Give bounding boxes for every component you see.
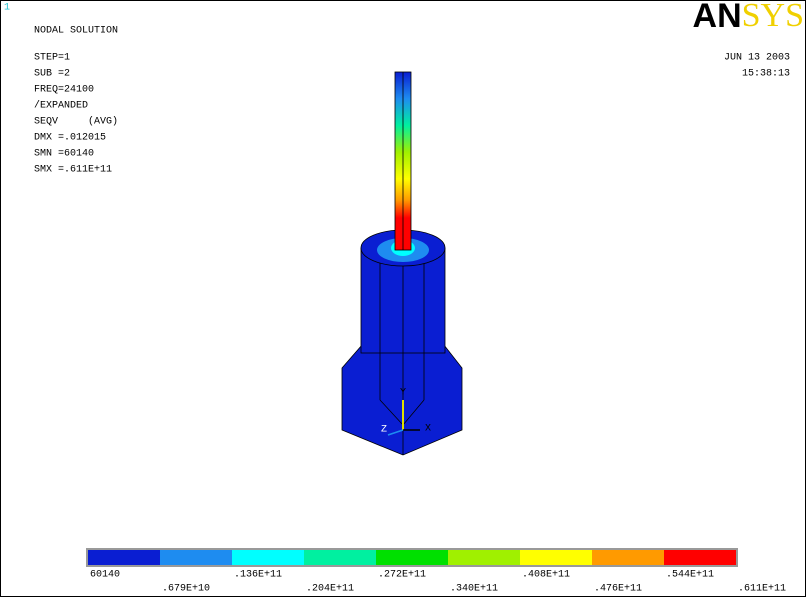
legend-swatch xyxy=(520,550,592,565)
time: 15:38:13 xyxy=(742,69,790,80)
legend-label: .611E+11 xyxy=(738,584,786,595)
legend-label: .136E+11 xyxy=(234,570,282,581)
legend-label: 60140 xyxy=(90,570,120,581)
triad-z: Z xyxy=(381,425,387,436)
legend-swatch xyxy=(592,550,664,565)
logo-right: SYS xyxy=(742,0,804,34)
page: 1 AN SYS JUN 13 2003 15:38:13 Y Z X NODA… xyxy=(0,0,806,597)
info-line: SMX =.611E+11 xyxy=(34,165,112,176)
info-line: DMX =.012015 xyxy=(34,133,106,144)
legend-swatch xyxy=(448,550,520,565)
ansys-window: 1 AN SYS JUN 13 2003 15:38:13 Y Z X NODA… xyxy=(0,0,806,597)
legend-swatch xyxy=(664,550,736,565)
legend-swatch xyxy=(160,550,232,565)
date: JUN 13 2003 xyxy=(724,53,790,64)
info-line: SUB =2 xyxy=(34,69,70,80)
info-line: NODAL SOLUTION xyxy=(34,26,118,37)
legend-label: .544E+11 xyxy=(666,570,714,581)
legend-label: .679E+10 xyxy=(162,584,210,595)
legend-swatch xyxy=(304,550,376,565)
triad-x: X xyxy=(425,424,431,435)
legend-swatch xyxy=(232,550,304,565)
info-line: SMN =60140 xyxy=(34,149,94,160)
window-number: 1 xyxy=(4,3,10,14)
legend-label: .204E+11 xyxy=(306,584,354,595)
logo-left: AN xyxy=(693,0,742,35)
legend-swatch xyxy=(376,550,448,565)
legend-swatch xyxy=(88,550,160,565)
info-line: FREQ=24100 xyxy=(34,85,94,96)
triad-y: Y xyxy=(400,388,406,399)
info-line: STEP=1 xyxy=(34,53,70,64)
legend-label: .476E+11 xyxy=(594,584,642,595)
legend-label: .272E+11 xyxy=(378,570,426,581)
info-line: /EXPANDED xyxy=(34,100,88,112)
legend-label: .408E+11 xyxy=(522,570,570,581)
info-line: SEQV (AVG) xyxy=(34,116,118,128)
legend-label: .340E+11 xyxy=(450,584,498,595)
